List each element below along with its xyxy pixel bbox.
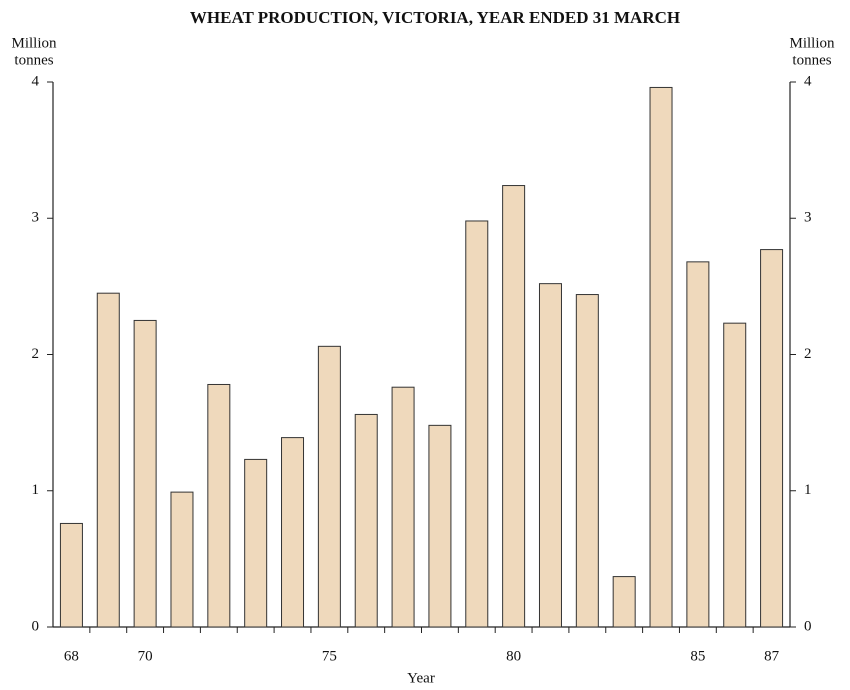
bar (538, 283, 562, 628)
bar (170, 491, 194, 628)
x-tick-label: 87 (764, 648, 780, 664)
bar (760, 249, 784, 628)
y-tick-label: 3 (32, 210, 40, 226)
bar (686, 261, 710, 628)
bar (575, 294, 599, 628)
bar (281, 437, 305, 628)
bar (207, 383, 231, 628)
y-tick-label: 2 (32, 346, 40, 362)
y2-tick-label: 4 (804, 73, 812, 89)
x-tick-label: 68 (64, 648, 79, 664)
y2-axis-label: Million (789, 35, 835, 51)
y2-tick-label: 2 (804, 346, 812, 362)
y-axis-label: tonnes (14, 52, 53, 68)
x-axis-label: Year (407, 670, 435, 686)
x-tick-label: 75 (322, 648, 337, 664)
bar (612, 576, 636, 628)
y-axis-label: Million (11, 35, 57, 51)
chart-title: WHEAT PRODUCTION, VICTORIA, YEAR ENDED 3… (190, 8, 680, 27)
y2-axis-label: tonnes (792, 52, 831, 68)
y2-tick-label: 1 (804, 482, 812, 498)
bar (465, 220, 489, 628)
y2-tick-label: 0 (804, 618, 812, 634)
bar (96, 292, 120, 628)
bar (244, 458, 268, 628)
bar (317, 345, 341, 628)
bar (59, 522, 83, 628)
bar (723, 322, 747, 628)
bar (354, 413, 378, 628)
x-tick-label: 85 (690, 648, 705, 664)
x-tick-label: 70 (138, 648, 153, 664)
y-tick-label: 1 (32, 482, 40, 498)
x-tick-label: 80 (506, 648, 521, 664)
bar (649, 86, 673, 628)
bar (428, 424, 452, 628)
bar (391, 386, 415, 628)
y2-tick-label: 3 (804, 210, 812, 226)
bar (502, 185, 526, 628)
y-tick-label: 4 (32, 73, 40, 89)
y-tick-label: 0 (32, 618, 40, 634)
bar (133, 319, 157, 628)
